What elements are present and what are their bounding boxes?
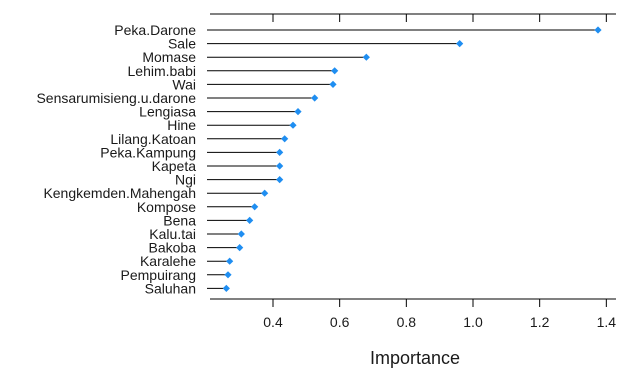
data-point [246, 216, 254, 224]
data-point [294, 108, 302, 116]
category-label: Pempuirang [121, 267, 197, 283]
data-point [261, 189, 269, 197]
category-label: Kompose [137, 199, 196, 215]
category-label: Kapeta [152, 158, 197, 174]
x-axis-title: Importance [370, 348, 460, 368]
data-point [289, 121, 297, 129]
data-point [331, 67, 339, 75]
category-label: Ngi [175, 172, 196, 188]
data-point [456, 40, 464, 48]
category-label: Sensarumisieng.u.darone [36, 90, 196, 106]
x-tick-label: 1.4 [597, 314, 617, 330]
x-tick-label: 1.0 [463, 314, 483, 330]
data-point [236, 244, 244, 252]
data-point [224, 271, 232, 279]
category-label: Momase [142, 49, 196, 65]
category-label: Saluhan [145, 280, 196, 296]
category-label: Peka.Darone [114, 22, 196, 38]
category-label: Lilang.Katoan [110, 131, 196, 147]
category-label: Bena [163, 212, 196, 228]
x-tick-label: 0.8 [397, 314, 417, 330]
data-point [311, 94, 319, 102]
data-point [329, 80, 337, 88]
category-label: Bakoba [149, 240, 197, 256]
category-label: Kengkemden.Mahengah [43, 185, 196, 201]
category-label: Lehim.babi [128, 63, 197, 79]
x-tick-label: 0.6 [330, 314, 350, 330]
data-point [276, 176, 284, 184]
data-point [226, 257, 234, 265]
category-label: Sale [168, 36, 196, 52]
category-label: Wai [172, 76, 196, 92]
x-tick-label: 0.4 [263, 314, 283, 330]
category-label: Hine [167, 117, 196, 133]
data-point [222, 284, 230, 292]
category-label: Peka.Kampung [100, 144, 196, 160]
data-point [276, 162, 284, 170]
data-point [237, 230, 245, 238]
data-point [594, 26, 602, 34]
category-label: Lengiasa [139, 104, 196, 120]
x-tick-label: 1.2 [530, 314, 550, 330]
category-label: Kalu.tai [149, 226, 196, 242]
data-point [251, 203, 259, 211]
data-point [281, 135, 289, 143]
category-label: Karalehe [140, 253, 196, 269]
data-point [276, 148, 284, 156]
data-point [362, 53, 370, 61]
